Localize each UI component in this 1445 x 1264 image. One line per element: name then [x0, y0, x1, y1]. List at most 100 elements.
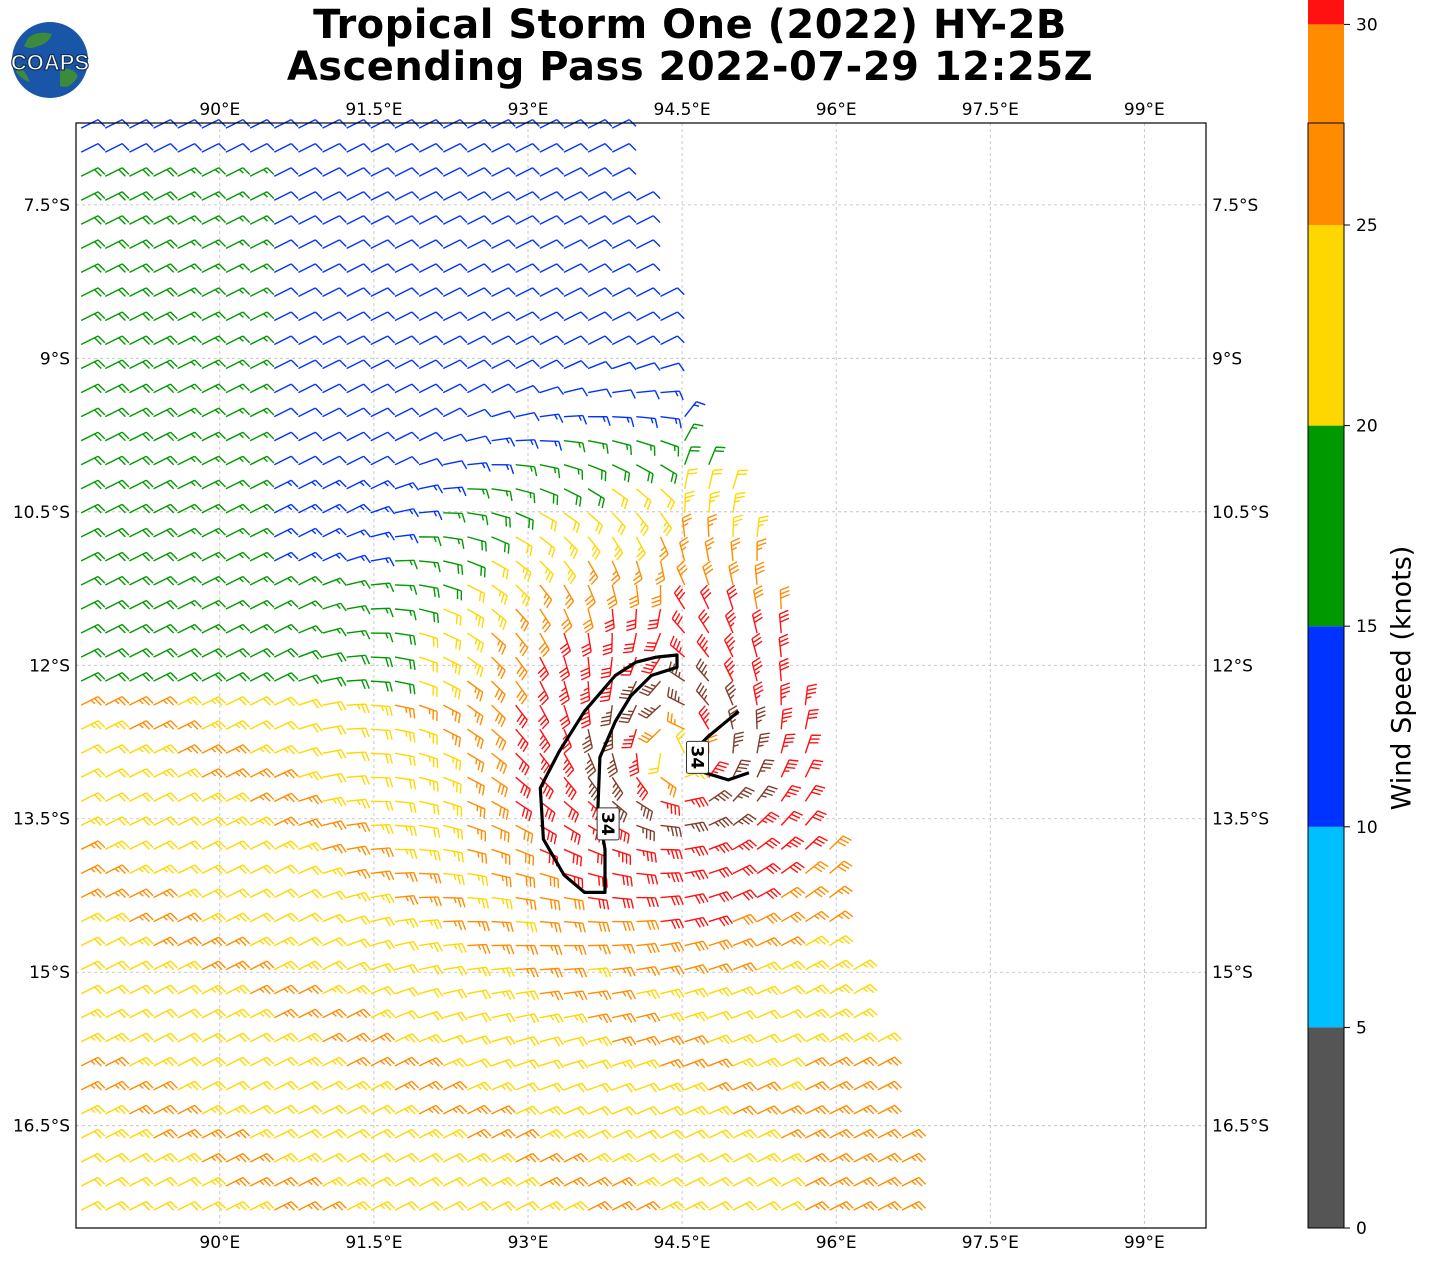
barb-staff [273, 479, 292, 490]
barb-staff [153, 912, 171, 923]
barb-feather [142, 914, 151, 923]
barb-half-feather [162, 723, 168, 729]
barb-staff [225, 191, 244, 201]
wind-barb [322, 191, 347, 201]
barb-staff [225, 1056, 244, 1067]
barb-feather [485, 1012, 492, 1022]
barb-feather [218, 648, 227, 656]
wind-barb [370, 728, 393, 740]
barb-half-feather [550, 968, 554, 975]
barb-feather [845, 1008, 854, 1017]
barb-staff [104, 720, 123, 730]
barb-half-feather [405, 849, 409, 855]
wind-barb [346, 239, 371, 249]
barb-feather [797, 936, 806, 944]
barb-feather [550, 520, 554, 530]
barb-half-feather [690, 823, 695, 830]
barb-feather [629, 599, 639, 605]
barb-half-feather [626, 444, 629, 450]
barb-half-feather [526, 945, 530, 951]
wind-barb [636, 896, 659, 908]
barb-staff [491, 704, 506, 719]
barb-feather [170, 431, 178, 440]
wind-barb [708, 939, 734, 951]
barb-half-feather [263, 193, 269, 198]
barb-staff [177, 143, 196, 153]
wind-barb [249, 1056, 275, 1067]
barb-staff [201, 407, 220, 418]
barb-feather [388, 963, 396, 972]
barb-staff [732, 813, 749, 826]
barb-staff [443, 486, 463, 490]
barb-feather [572, 521, 577, 531]
wind-barb [467, 608, 485, 629]
barb-staff [515, 680, 528, 697]
wind-barb [394, 1056, 420, 1067]
wind-barb [273, 335, 299, 346]
barb-feather [408, 732, 412, 742]
barb-staff [394, 986, 414, 995]
barb-feather [339, 383, 347, 392]
barb-feather [311, 819, 319, 829]
barb-feather [214, 962, 223, 971]
barb-feather [266, 215, 275, 223]
barb-staff [708, 816, 727, 827]
barb-half-feather [404, 1084, 410, 1090]
barb-feather [436, 1011, 444, 1020]
barb-feather [700, 708, 708, 717]
barb-feather [459, 167, 468, 175]
barb-feather [387, 383, 396, 392]
wind-barb [322, 311, 347, 322]
barb-half-feather [670, 990, 675, 996]
barb-staff [442, 191, 461, 201]
wind-barb [394, 191, 420, 201]
wind-barb [515, 824, 534, 844]
barb-staff [177, 118, 196, 129]
barb-staff [104, 191, 123, 201]
barb-feather [816, 863, 826, 870]
barb-feather [483, 808, 486, 819]
barb-half-feather [714, 821, 720, 827]
barb-feather [566, 769, 575, 778]
barb-feather [315, 818, 323, 827]
barb-staff [225, 575, 244, 586]
barb-feather [238, 722, 247, 730]
barb-staff [467, 462, 487, 466]
wind-barb [636, 215, 661, 225]
barb-staff [491, 896, 511, 901]
wind-barb [129, 479, 154, 490]
barb-feather [558, 413, 564, 423]
barb-staff [467, 435, 487, 442]
wind-barb [491, 383, 516, 394]
barb-staff [539, 359, 558, 370]
barb-staff [419, 510, 439, 514]
wind-barb [177, 792, 202, 802]
wind-barb [201, 215, 227, 225]
barb-feather [340, 602, 347, 612]
barb-feather [485, 462, 491, 472]
barb-staff [80, 287, 99, 298]
barb-feather [602, 647, 613, 652]
barb-feather [315, 674, 323, 683]
wind-barb [346, 915, 371, 926]
barb-feather [339, 1008, 347, 1017]
barb-staff [370, 916, 390, 923]
barb-half-feather [475, 614, 478, 620]
wind-barb [829, 860, 853, 875]
barb-staff [394, 1033, 413, 1043]
barb-staff [394, 311, 413, 322]
wind-barb [563, 1036, 589, 1047]
wind-barb [491, 167, 516, 177]
barb-feather [643, 666, 653, 671]
wind-barb [346, 287, 371, 298]
barb-staff [684, 940, 704, 947]
barb-feather [145, 1008, 154, 1017]
barb-feather [435, 431, 444, 440]
barb-staff [636, 989, 656, 995]
barb-half-feather [214, 553, 220, 559]
barb-staff [563, 848, 582, 858]
barb-feather [642, 807, 647, 817]
barb-staff [587, 215, 606, 225]
barb-feather [726, 915, 734, 925]
barb-staff [129, 407, 147, 418]
